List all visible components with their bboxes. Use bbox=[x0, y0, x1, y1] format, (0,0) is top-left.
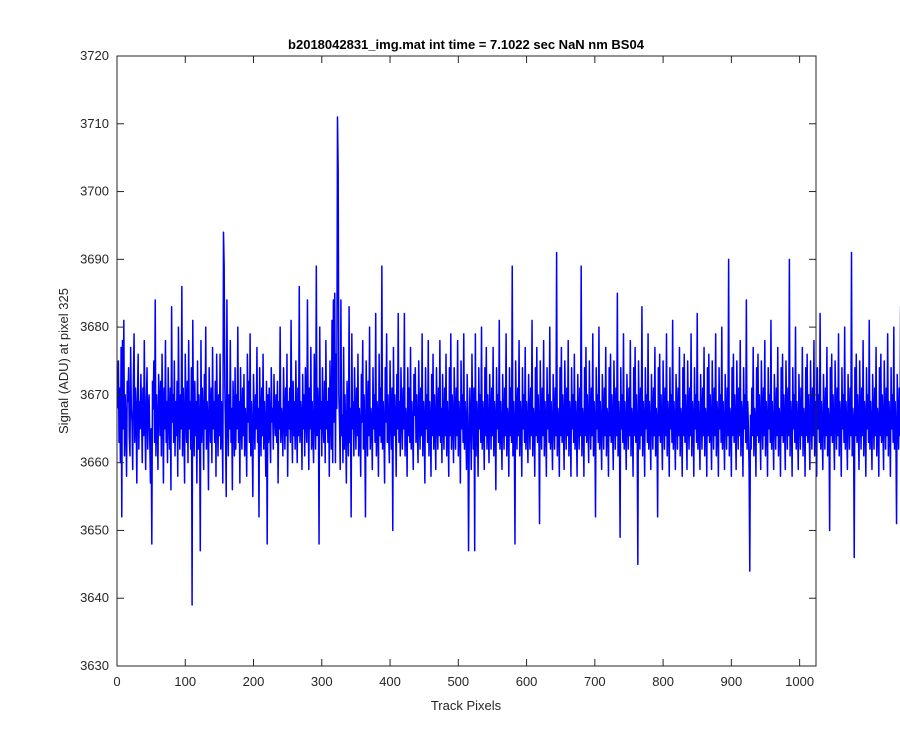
x-tick-label: 900 bbox=[721, 674, 743, 689]
x-axis-label: Track Pixels bbox=[431, 698, 502, 713]
data-layer bbox=[116, 116, 900, 606]
x-tick-label: 1000 bbox=[785, 674, 814, 689]
y-tick-label: 3690 bbox=[80, 251, 109, 266]
x-tick-label: 0 bbox=[113, 674, 120, 689]
x-tick-label: 400 bbox=[379, 674, 401, 689]
chart-title: b2018042831_img.mat int time = 7.1022 se… bbox=[288, 37, 645, 52]
y-tick-label: 3700 bbox=[80, 184, 109, 199]
y-tick-label: 3630 bbox=[80, 658, 109, 673]
axes-box bbox=[116, 55, 817, 667]
y-tick-label: 3670 bbox=[80, 387, 109, 402]
x-tick-label: 100 bbox=[174, 674, 196, 689]
x-tick-label: 800 bbox=[652, 674, 674, 689]
plot-area bbox=[117, 56, 816, 666]
x-tick-label: 600 bbox=[516, 674, 538, 689]
x-tick-label: 700 bbox=[584, 674, 606, 689]
tick-layer: 0 100 200 300 400 500 600 700 800 900 1000 3630 3640… bbox=[80, 48, 816, 689]
y-tick-label: 3710 bbox=[80, 116, 109, 131]
y-tick-label: 3720 bbox=[80, 48, 109, 63]
x-tick-label: 500 bbox=[447, 674, 469, 689]
x-tick-label: 200 bbox=[243, 674, 265, 689]
x-tick-label: 300 bbox=[311, 674, 333, 689]
y-tick-label: 3650 bbox=[80, 522, 109, 537]
y-tick-label: 3680 bbox=[80, 319, 109, 334]
series-line-1 bbox=[116, 116, 900, 606]
y-tick-label: 3660 bbox=[80, 455, 109, 470]
y-tick-label: 3640 bbox=[80, 590, 109, 605]
y-axis-label: Signal (ADU) at pixel 325 bbox=[56, 288, 71, 434]
